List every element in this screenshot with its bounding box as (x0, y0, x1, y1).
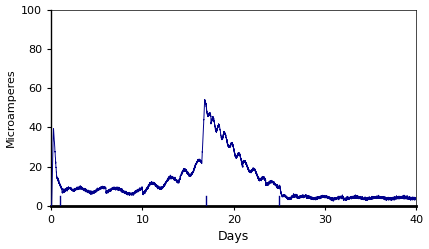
Y-axis label: Microamperes: Microamperes (6, 68, 15, 147)
X-axis label: Days: Days (218, 230, 249, 244)
